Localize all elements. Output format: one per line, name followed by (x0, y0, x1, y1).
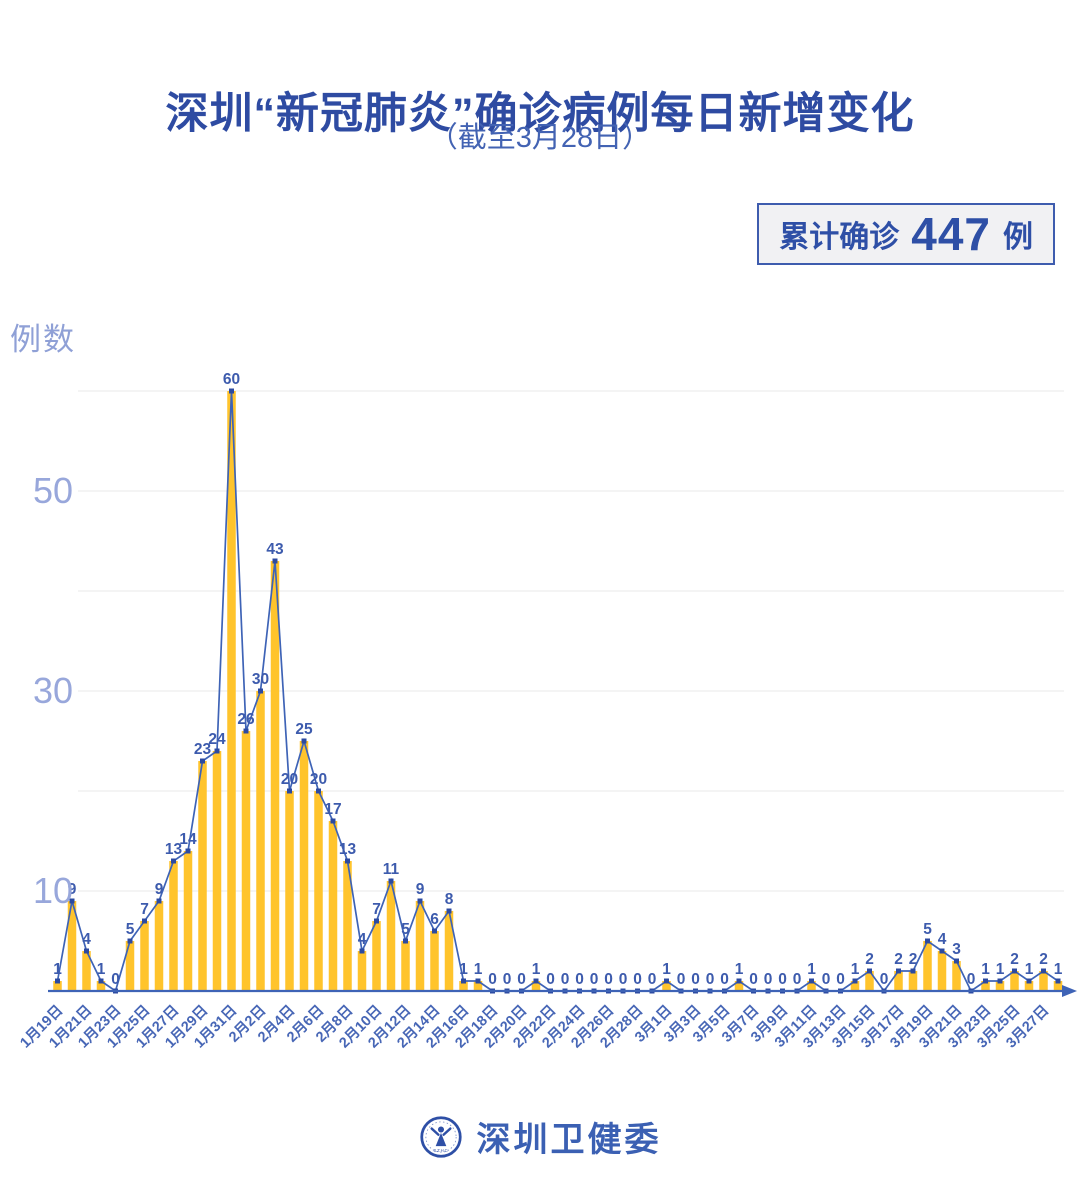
svg-text:14: 14 (179, 831, 197, 848)
svg-text:11: 11 (383, 861, 400, 878)
svg-text:1: 1 (53, 961, 62, 978)
svg-text:0: 0 (677, 971, 686, 988)
svg-text:1: 1 (996, 961, 1005, 978)
svg-text:4: 4 (82, 931, 91, 948)
svg-text:2: 2 (865, 951, 874, 968)
svg-text:3: 3 (952, 941, 961, 958)
svg-text:0: 0 (880, 971, 889, 988)
svg-text:5: 5 (923, 921, 932, 938)
y-tick-labels: 10 30 50 (33, 470, 73, 911)
svg-text:0: 0 (648, 971, 657, 988)
svg-text:0: 0 (546, 971, 555, 988)
svg-text:5: 5 (126, 921, 135, 938)
svg-text:0: 0 (590, 971, 599, 988)
page-subtitle: （截至3月28日） (428, 122, 652, 154)
svg-text:0: 0 (604, 971, 613, 988)
svg-text:0: 0 (517, 971, 526, 988)
svg-text:20: 20 (310, 771, 327, 788)
svg-text:1: 1 (735, 961, 744, 978)
value-labels: 1941057913142324602630432025201713471159… (53, 371, 1063, 988)
svg-text:13: 13 (339, 841, 357, 858)
badge-prefix: 累计确诊 (779, 221, 900, 254)
szhc-logo-icon: SZHC (419, 1115, 462, 1158)
svg-text:0: 0 (822, 971, 831, 988)
svg-text:0: 0 (619, 971, 628, 988)
svg-text:20: 20 (281, 771, 298, 788)
svg-text:60: 60 (223, 371, 240, 388)
svg-text:25: 25 (295, 721, 313, 738)
svg-text:1: 1 (662, 961, 671, 978)
svg-text:9: 9 (416, 881, 425, 898)
svg-text:8: 8 (445, 891, 454, 908)
svg-text:1: 1 (532, 961, 541, 978)
bars (53, 391, 1063, 991)
svg-text:0: 0 (778, 971, 787, 988)
svg-text:0: 0 (111, 971, 120, 988)
svg-text:0: 0 (764, 971, 773, 988)
svg-text:1: 1 (1025, 961, 1034, 978)
svg-text:10: 10 (33, 870, 73, 911)
svg-text:17: 17 (324, 801, 341, 818)
svg-text:13: 13 (165, 841, 183, 858)
svg-text:1: 1 (981, 961, 990, 978)
svg-text:1: 1 (459, 961, 468, 978)
svg-text:2: 2 (1039, 951, 1048, 968)
svg-text:2: 2 (894, 951, 903, 968)
svg-text:0: 0 (561, 971, 570, 988)
svg-text:1: 1 (851, 961, 860, 978)
date-labels: 1月19日1月21日1月23日1月25日1月27日1月29日1月31日2月2日2… (17, 1002, 1053, 1052)
svg-text:0: 0 (706, 971, 715, 988)
svg-text:1: 1 (97, 961, 106, 978)
svg-text:0: 0 (793, 971, 802, 988)
svg-text:50: 50 (33, 470, 73, 511)
svg-text:7: 7 (140, 901, 149, 918)
svg-text:0: 0 (836, 971, 845, 988)
svg-text:0: 0 (967, 971, 976, 988)
svg-text:30: 30 (33, 670, 73, 711)
svg-text:43: 43 (266, 541, 284, 558)
svg-text:0: 0 (488, 971, 497, 988)
svg-text:6: 6 (430, 911, 439, 928)
svg-text:9: 9 (155, 881, 164, 898)
svg-text:30: 30 (252, 671, 269, 688)
svg-text:26: 26 (237, 711, 255, 728)
y-axis-title: 例数 (10, 322, 76, 357)
footer-brand: 深圳卫健委 (476, 1121, 662, 1159)
badge-value: 447 (911, 208, 991, 260)
svg-text:4: 4 (358, 931, 367, 948)
svg-text:1: 1 (807, 961, 816, 978)
svg-text:24: 24 (208, 731, 226, 748)
page-title: 深圳“新冠肺炎”确诊病例每日新增变化 (165, 89, 915, 138)
x-axis (48, 985, 1077, 997)
svg-text:0: 0 (720, 971, 729, 988)
svg-text:0: 0 (503, 971, 512, 988)
svg-text:0: 0 (749, 971, 758, 988)
footer: SZHC 深圳卫健委 (0, 1112, 1080, 1161)
svg-text:0: 0 (575, 971, 584, 988)
svg-text:0: 0 (633, 971, 642, 988)
svg-text:7: 7 (372, 901, 381, 918)
gridlines (78, 390, 1064, 892)
svg-text:9: 9 (68, 881, 77, 898)
cumulative-total-badge: 累计确诊 447 例 (757, 203, 1055, 265)
svg-text:1: 1 (1054, 961, 1063, 978)
svg-text:5: 5 (401, 921, 410, 938)
badge-unit: 例 (1003, 221, 1033, 254)
svg-text:2: 2 (909, 951, 918, 968)
svg-text:23: 23 (194, 741, 212, 758)
svg-text:SZHC: SZHC (433, 1148, 448, 1153)
svg-text:0: 0 (691, 971, 700, 988)
svg-text:2: 2 (1010, 951, 1019, 968)
svg-text:1: 1 (474, 961, 483, 978)
svg-text:4: 4 (938, 931, 947, 948)
